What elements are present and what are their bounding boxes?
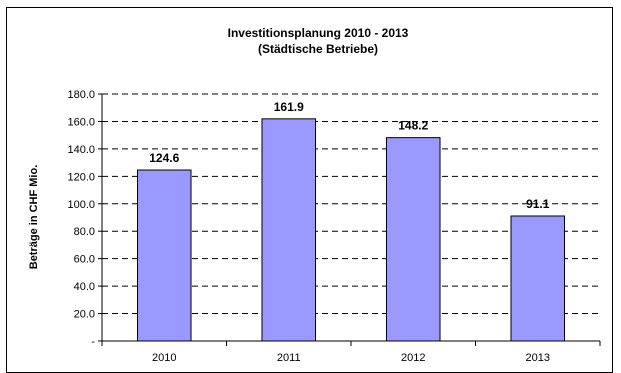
bar-2010 — [136, 169, 192, 342]
x-tick-labels: 2010 2011 2012 2013 — [152, 352, 550, 364]
x-tick-label-2012: 2012 — [401, 352, 425, 364]
data-label-2011: 161.9 — [274, 100, 304, 114]
bar-2012 — [385, 137, 441, 342]
y-tick-label-9: 180.0 — [67, 89, 95, 101]
y-tick-label-0: - — [91, 336, 95, 348]
data-label-2012: 148.2 — [398, 119, 428, 133]
y-axis-label: Beträge in CHF Mio. — [28, 165, 40, 270]
y-tick-label-3: 60.0 — [74, 254, 95, 266]
x-tick-label-2010: 2010 — [152, 352, 176, 364]
x-tick-label-2013: 2013 — [526, 352, 550, 364]
y-tick-label-1: 20.0 — [74, 309, 95, 321]
y-tick-label-8: 160.0 — [67, 116, 95, 128]
y-tick-labels: - 20.0 40.0 60.0 80.0 100.0 120.0 140.0 160.0 180… — [67, 89, 95, 348]
y-tick-label-4: 80.0 — [74, 226, 95, 238]
chart-title: Investitionsplanung 2010 - 2013 — [228, 26, 409, 40]
bar-2013 — [510, 215, 566, 342]
data-labels: 124.6 161.9 148.2 91.1 — [149, 100, 550, 211]
y-tick-label-6: 120.0 — [67, 171, 95, 183]
bar-2011 — [261, 118, 317, 342]
y-tick-label-2: 40.0 — [74, 281, 95, 293]
data-label-2010: 124.6 — [149, 151, 179, 165]
data-label-2013: 91.1 — [526, 197, 550, 211]
chart-subtitle: (Städtische Betriebe) — [258, 42, 378, 56]
x-tick-label-2011: 2011 — [277, 352, 301, 364]
y-tick-label-7: 140.0 — [67, 144, 95, 156]
bars — [136, 118, 566, 342]
y-tick-label-5: 100.0 — [67, 199, 95, 211]
axes — [98, 93, 601, 346]
